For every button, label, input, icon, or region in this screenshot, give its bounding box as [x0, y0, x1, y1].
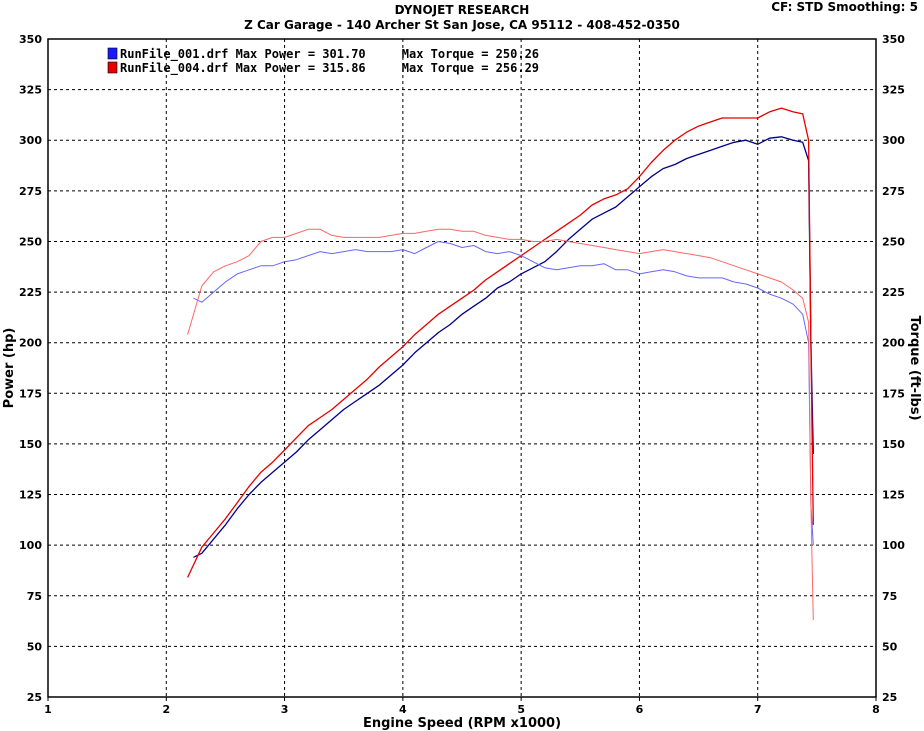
y-tick-label-left: 100 [19, 539, 42, 552]
y-tick-label-right: 275 [882, 185, 905, 198]
settings-label: CF: STD Smoothing: 5 [771, 0, 918, 14]
y-tick-label-left: 300 [19, 134, 42, 147]
y-tick-label-left: 350 [19, 33, 42, 46]
legend-entry: RunFile_001.drf Max Power = 301.70 Max T… [120, 47, 539, 62]
y-tick-label-right: 50 [882, 640, 898, 653]
x-tick-label: 4 [399, 703, 407, 716]
chart-title: DYNOJET RESEARCH [394, 3, 530, 17]
y-tick-label-right: 175 [882, 387, 905, 400]
grid [47, 39, 877, 701]
y-axis-label-right: Torque (ft-lbs) [907, 315, 922, 420]
y-tick-label-left: 50 [27, 640, 43, 653]
x-tick-label: 3 [281, 703, 289, 716]
y-tick-label-left: 325 [19, 84, 42, 97]
series-line-runfile-004-drf-torque [187, 228, 814, 621]
y-axis-label-left: Power (hp) [2, 328, 17, 409]
legend-swatch [107, 47, 118, 60]
y-tick-labels-left: 25 50 75 100 125 150 175 200 225 250 275 300 325 350 [19, 33, 42, 704]
y-tick-label-left: 250 [19, 235, 42, 248]
series-line-runfile-001-drf-power [193, 136, 814, 558]
y-tick-label-right: 75 [882, 590, 897, 603]
y-tick-label-right: 300 [882, 134, 905, 147]
chart-subtitle: Z Car Garage - 140 Archer St San Jose, C… [244, 18, 680, 32]
x-tick-label: 7 [754, 703, 762, 716]
legend: RunFile_001.drf Max Power = 301.70 Max T… [107, 47, 539, 76]
legend-entry: RunFile_004.drf Max Power = 315.86 Max T… [120, 61, 539, 76]
y-tick-label-left: 200 [19, 337, 42, 350]
plot-frame [47, 38, 877, 698]
legend-swatch [107, 61, 118, 74]
y-tick-label-right: 250 [882, 235, 905, 248]
y-tick-label-right: 100 [882, 539, 905, 552]
y-tick-label-right: 200 [882, 337, 905, 350]
x-tick-label: 5 [517, 703, 525, 716]
y-tick-label-right: 150 [882, 438, 905, 451]
x-tick-label: 6 [636, 703, 644, 716]
y-tick-label-right: 325 [882, 84, 905, 97]
y-tick-label-left: 275 [19, 185, 42, 198]
y-tick-labels-right: 25 50 75 100 125 150 175 200 225 250 275 300 325 350 [882, 33, 905, 704]
series-lines [187, 107, 814, 621]
x-tick-label: 8 [872, 703, 880, 716]
y-tick-label-left: 125 [19, 489, 42, 502]
y-tick-label-left: 25 [27, 691, 42, 704]
y-tick-label-right: 350 [882, 33, 905, 46]
series-line-runfile-004-drf-power [187, 107, 814, 578]
y-tick-label-right: 225 [882, 286, 905, 299]
y-tick-label-left: 75 [27, 590, 42, 603]
x-tick-labels: 1 2 3 4 5 6 7 8 [44, 703, 880, 716]
x-tick-label: 1 [44, 703, 52, 716]
y-tick-label-right: 25 [882, 691, 897, 704]
x-tick-label: 2 [162, 703, 170, 716]
x-axis-label: Engine Speed (RPM x1000) [363, 716, 561, 731]
y-tick-label-left: 225 [19, 286, 42, 299]
y-tick-label-left: 150 [19, 438, 42, 451]
y-tick-label-left: 175 [19, 387, 42, 400]
y-tick-label-right: 125 [882, 489, 905, 502]
series-line-runfile-001-drf-torque [193, 241, 814, 546]
